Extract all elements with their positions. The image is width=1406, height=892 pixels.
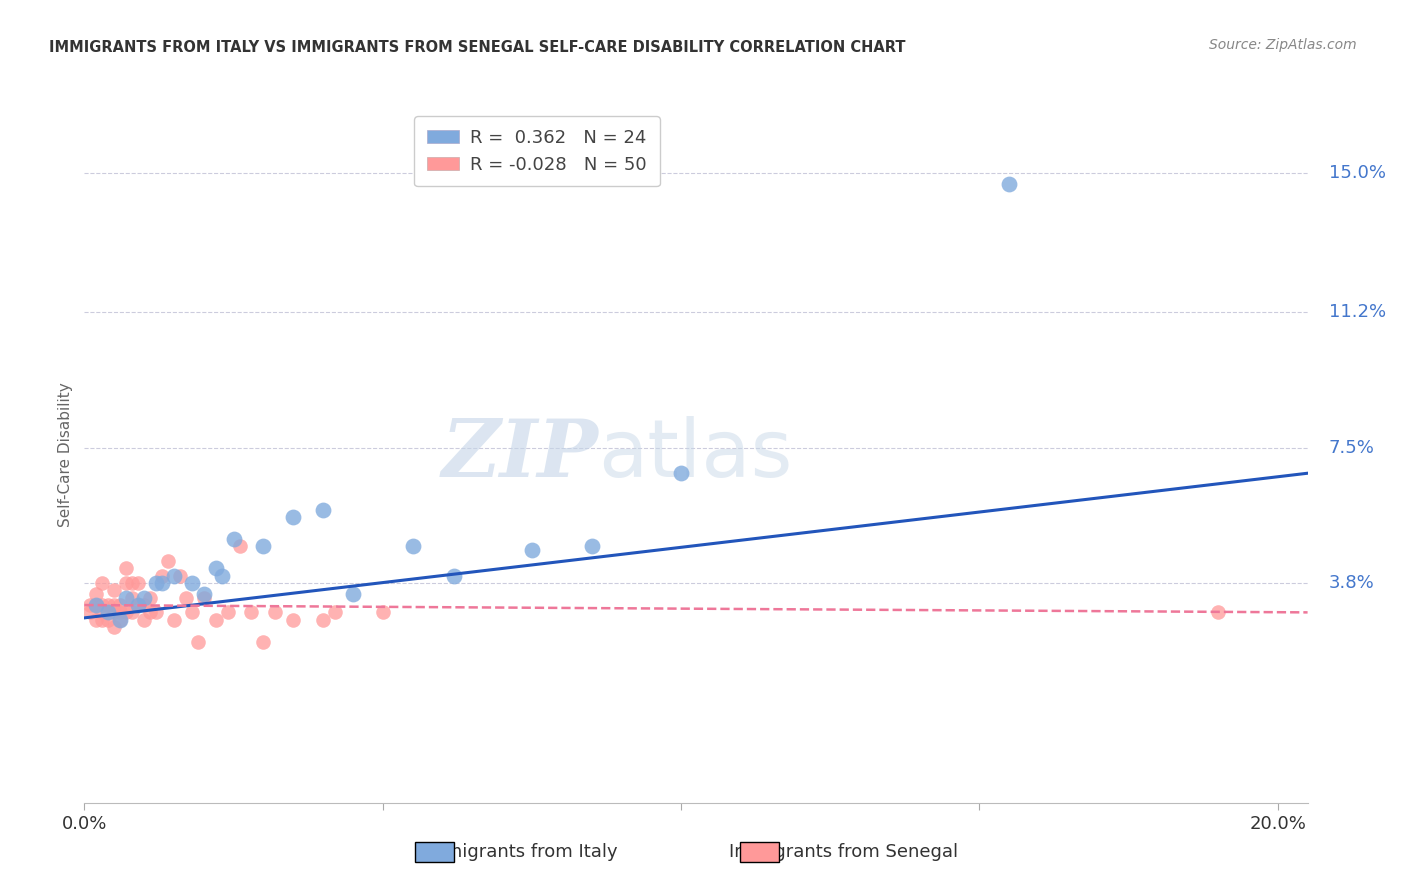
Point [139, 591, 162, 605]
Point [228, 540, 250, 554]
Point [211, 568, 233, 582]
Point [84, 587, 107, 601]
Text: Immigrants from Italy: Immigrants from Italy [422, 843, 619, 861]
Point [115, 576, 138, 591]
Point [187, 634, 209, 648]
Point [312, 613, 335, 627]
Point [108, 598, 131, 612]
Text: Source: ZipAtlas.com: Source: ZipAtlas.com [1209, 38, 1357, 53]
Point [91, 606, 114, 620]
Point [252, 634, 274, 648]
Point [132, 613, 155, 627]
Point [998, 177, 1021, 191]
Point [115, 561, 138, 575]
Point [193, 587, 215, 601]
Legend: R =  0.362   N = 24, R = -0.028   N = 50: R = 0.362 N = 24, R = -0.028 N = 50 [415, 116, 659, 186]
Point [581, 540, 603, 554]
Point [180, 606, 202, 620]
Point [312, 503, 335, 517]
Point [121, 591, 143, 605]
Point [401, 540, 423, 554]
Point [103, 606, 125, 620]
Point [145, 606, 167, 620]
Point [240, 606, 263, 620]
Point [252, 540, 274, 554]
Point [84, 598, 107, 612]
Point [108, 613, 131, 627]
Point [127, 598, 149, 612]
Point [115, 606, 138, 620]
Point [103, 583, 125, 598]
Point [84, 598, 107, 612]
Point [91, 598, 114, 612]
Point [91, 576, 114, 591]
Point [115, 591, 138, 605]
Point [520, 543, 543, 558]
Text: atlas: atlas [598, 416, 793, 494]
Point [145, 576, 167, 591]
Text: Immigrants from Senegal: Immigrants from Senegal [730, 843, 957, 861]
Point [108, 613, 131, 627]
Point [91, 613, 114, 627]
Point [108, 606, 131, 620]
Point [323, 606, 346, 620]
Point [163, 568, 186, 582]
Point [283, 510, 305, 524]
Point [127, 598, 149, 612]
Point [342, 587, 364, 601]
Point [97, 598, 120, 612]
Point [79, 598, 101, 612]
Text: IMMIGRANTS FROM ITALY VS IMMIGRANTS FROM SENEGAL SELF-CARE DISABILITY CORRELATIO: IMMIGRANTS FROM ITALY VS IMMIGRANTS FROM… [49, 40, 905, 55]
Text: 15.0%: 15.0% [1329, 164, 1386, 182]
Point [264, 606, 287, 620]
Point [443, 568, 465, 582]
Point [121, 606, 143, 620]
Point [169, 568, 191, 582]
Point [103, 620, 125, 634]
Point [217, 606, 239, 620]
Point [204, 613, 226, 627]
Point [174, 591, 197, 605]
Text: 3.8%: 3.8% [1329, 574, 1375, 592]
Text: 7.5%: 7.5% [1329, 439, 1375, 457]
Point [139, 606, 162, 620]
Point [283, 613, 305, 627]
Point [222, 532, 245, 546]
Point [103, 598, 125, 612]
Point [132, 591, 155, 605]
Text: ZIP: ZIP [441, 417, 598, 493]
Point [1206, 606, 1229, 620]
Point [193, 591, 215, 605]
Y-axis label: Self-Care Disability: Self-Care Disability [58, 383, 73, 527]
Point [150, 576, 173, 591]
Point [97, 606, 120, 620]
Point [84, 613, 107, 627]
Point [156, 554, 179, 568]
Point [127, 576, 149, 591]
Text: 11.2%: 11.2% [1329, 303, 1386, 321]
Point [79, 606, 101, 620]
Point [669, 467, 692, 481]
Point [97, 613, 120, 627]
Point [121, 576, 143, 591]
Point [150, 568, 173, 582]
Point [163, 613, 186, 627]
Point [371, 606, 394, 620]
Point [204, 561, 226, 575]
Point [180, 576, 202, 591]
Point [132, 598, 155, 612]
